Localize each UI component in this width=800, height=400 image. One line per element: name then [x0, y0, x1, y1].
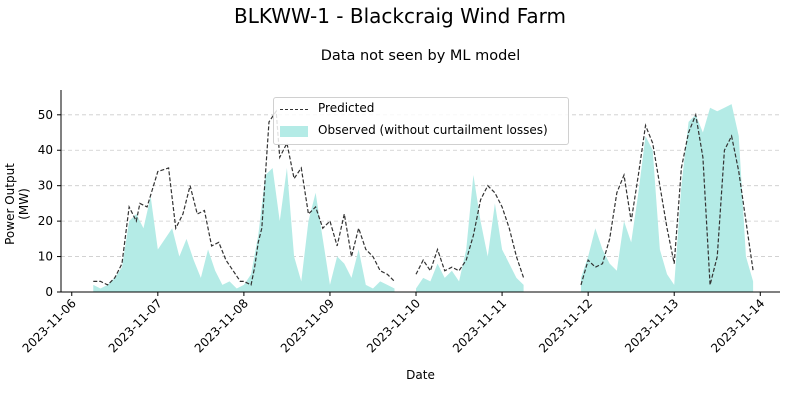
y-tick-label: 0 — [45, 285, 53, 299]
observed-area-segment — [93, 167, 395, 292]
x-tick-label: 2023-11-13 — [622, 296, 681, 355]
x-tick-label: 2023-11-10 — [364, 296, 423, 355]
predicted-line-series — [93, 109, 754, 286]
legend-dashed-line-swatch — [280, 109, 308, 110]
predicted-line-segment — [580, 112, 754, 286]
x-tick-label: 2023-11-09 — [278, 296, 337, 355]
chart-subtitle: Data not seen by ML model — [320, 48, 521, 64]
x-axis-label: Date — [406, 368, 435, 382]
x-tick-label: 2023-11-08 — [192, 296, 251, 355]
x-tick-label: 2023-11-14 — [708, 296, 767, 355]
y-tick-label: 40 — [38, 143, 53, 157]
predicted-line-segment — [415, 184, 525, 279]
figure-title: BLKWW-1 - Blackcraig Wind Farm — [234, 4, 566, 28]
x-tick-label: 2023-11-07 — [106, 296, 165, 355]
legend-fill-swatch — [280, 126, 308, 137]
y-tick-label: 30 — [38, 179, 53, 193]
y-axis-label: Power Output (MW) — [3, 163, 31, 245]
axes — [57, 90, 780, 296]
x-tick-label: 2023-11-12 — [536, 296, 595, 355]
legend-label-observed: Observed (without curtailment losses) — [318, 123, 548, 137]
legend-label-predicted: Predicted — [318, 101, 375, 115]
x-tick-label: 2023-11-06 — [20, 296, 79, 355]
legend-item-predicted: Predicted — [274, 100, 568, 118]
y-tick-label: 10 — [38, 250, 53, 264]
legend-item-observed: Observed (without curtailment losses) — [274, 122, 568, 140]
y-tick-label: 20 — [38, 214, 53, 228]
observed-area-segment — [416, 175, 524, 292]
observed-area-series — [93, 104, 754, 292]
legend: Predicted Observed (without curtailment … — [273, 97, 569, 145]
y-tick-label: 50 — [38, 108, 53, 122]
predicted-line-segment — [93, 109, 395, 286]
observed-area-segment — [580, 104, 754, 292]
x-tick-label: 2023-11-11 — [450, 296, 509, 355]
